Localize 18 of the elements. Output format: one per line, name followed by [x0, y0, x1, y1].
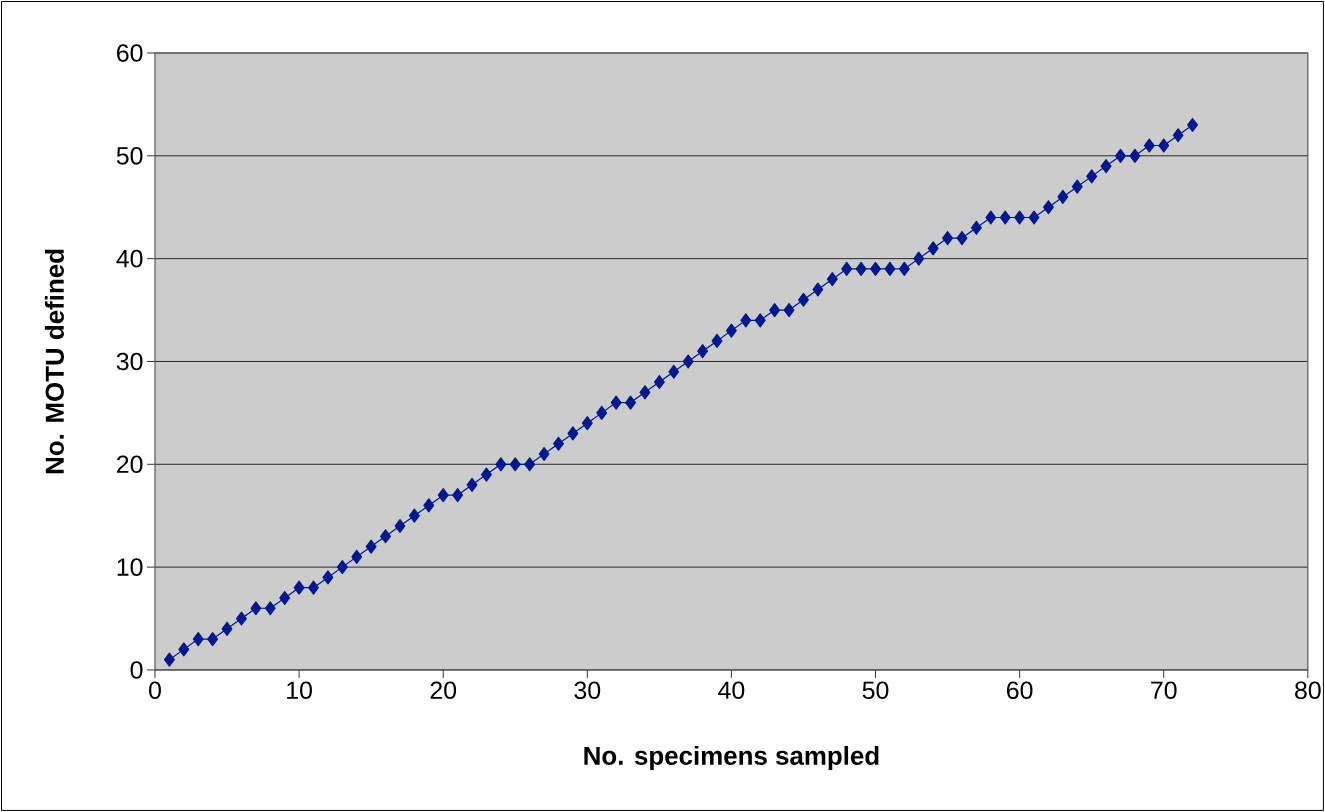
x-axis-title: No. specimens sampled: [584, 745, 879, 771]
x-tick-label: 60: [1007, 681, 1033, 700]
x-tick-label: 70: [1151, 681, 1177, 700]
y-tick-label: 30: [116, 352, 143, 371]
y-tick-label: 40: [116, 249, 143, 268]
y-axis-title: No. MOTU defined: [44, 249, 64, 474]
x-tick-label: 30: [574, 681, 601, 700]
y-tick-label: 0: [130, 661, 143, 679]
x-tick-label: 10: [287, 681, 312, 700]
x-tick-label: 0: [149, 681, 161, 700]
y-tick-label: 50: [116, 147, 143, 165]
y-tick-label: 10: [117, 558, 143, 576]
y-tick-label: 60: [117, 44, 143, 62]
x-tick-label: 50: [862, 681, 889, 700]
y-tick-label: 20: [117, 455, 143, 474]
x-tick-label: 20: [430, 681, 457, 700]
x-tick-label: 80: [1295, 681, 1321, 700]
x-tick-label: 40: [718, 681, 745, 700]
